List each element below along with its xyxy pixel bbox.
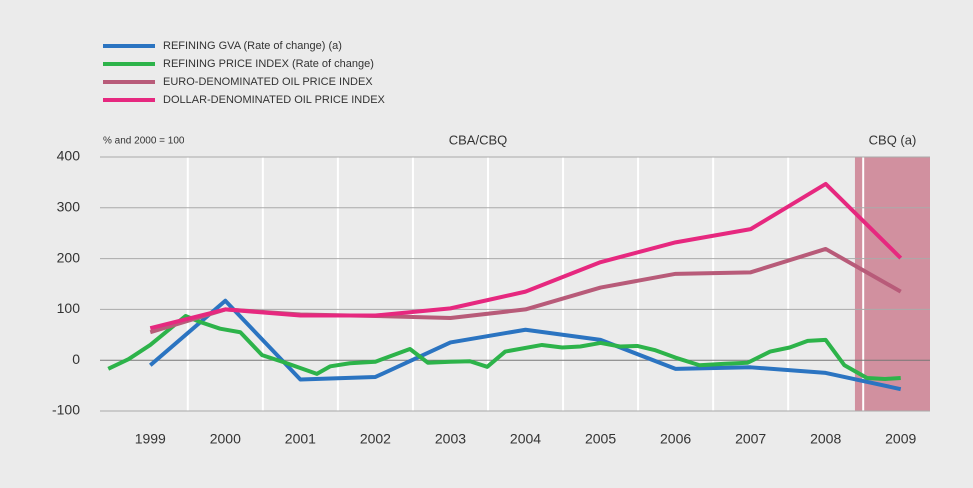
legend-label: DOLLAR-DENOMINATED OIL PRICE INDEX	[163, 94, 386, 106]
x-tick-label: 2004	[510, 431, 541, 447]
y-axis-label: % and 2000 = 100	[103, 136, 185, 147]
shaded-label: CBQ (a)	[869, 132, 917, 147]
x-tick-label: 2000	[210, 431, 241, 447]
x-tick-label: 2008	[810, 431, 841, 447]
legend-label: EURO-DENOMINATED OIL PRICE INDEX	[163, 76, 373, 88]
shaded-region	[854, 157, 930, 411]
y-tick-label: 400	[57, 148, 81, 164]
line	[148, 298, 902, 392]
x-tick-label: 2005	[585, 431, 616, 447]
y-tick-label: 300	[57, 199, 81, 215]
x-tick-label: 2002	[360, 431, 391, 447]
x-tick-label: 2001	[285, 431, 316, 447]
x-tick-label: 1999	[135, 431, 166, 447]
annotation: CBA/CBQ	[449, 132, 508, 147]
x-tick-label: 2003	[435, 431, 466, 447]
y-tick-label: 100	[57, 300, 81, 316]
legend-label: REFINING GVA (Rate of change) (a)	[163, 40, 342, 52]
legend-label: REFINING PRICE INDEX (Rate of change)	[163, 58, 374, 70]
y-tick-label: -100	[52, 402, 80, 418]
line	[149, 181, 903, 331]
x-tick-label: 2007	[735, 431, 766, 447]
line	[107, 314, 901, 381]
y-tick-label: 200	[57, 249, 81, 265]
y-tick-label: 0	[72, 351, 80, 367]
x-tick-label: 2006	[660, 431, 691, 447]
x-tick-label: 2009	[885, 431, 916, 447]
